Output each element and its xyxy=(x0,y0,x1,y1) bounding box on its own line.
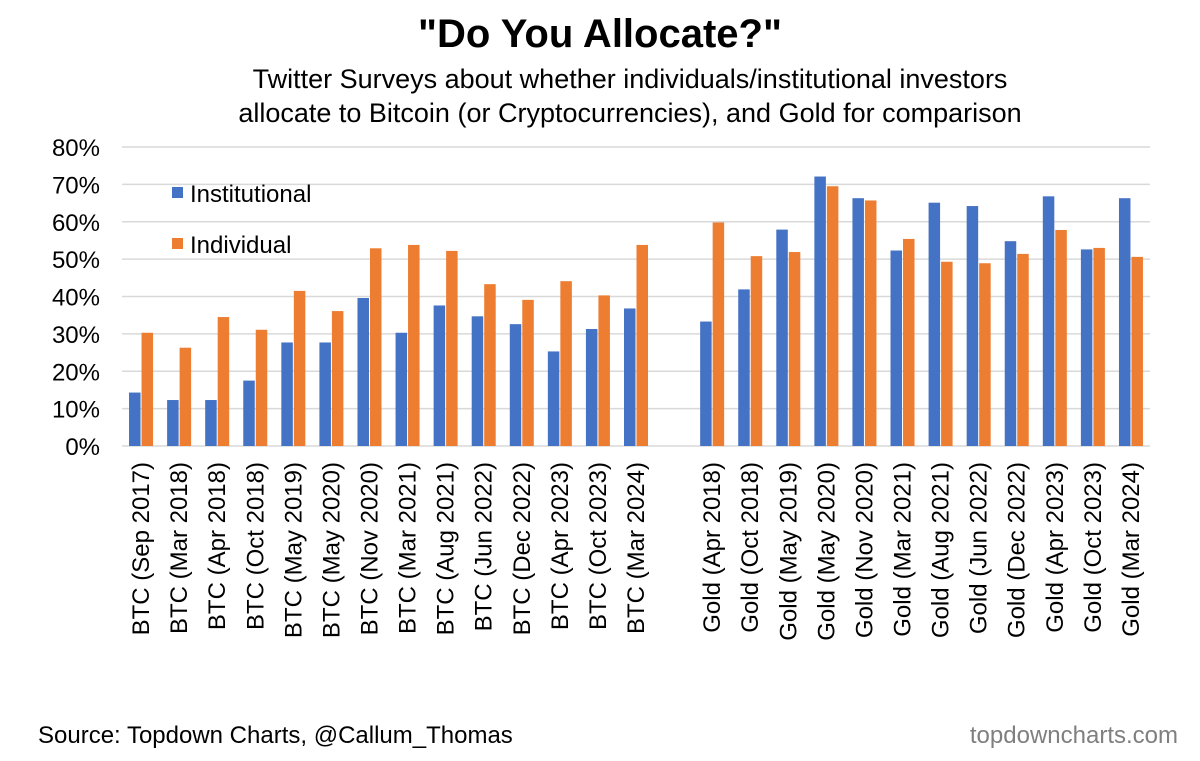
x-tick-label: Gold (Oct 2018) xyxy=(737,462,764,633)
bar-institutional xyxy=(433,305,446,446)
bar-individual xyxy=(446,250,458,446)
x-tick-label: BTC (Sep 2017) xyxy=(128,462,155,635)
y-tick-label: 20% xyxy=(52,359,100,386)
x-tick-label: Gold (Mar 2024) xyxy=(1118,462,1145,637)
bar-individual xyxy=(636,244,648,446)
x-tick-label: Gold (Dec 2022) xyxy=(1004,462,1031,638)
bar-institutional xyxy=(471,316,484,446)
bar-institutional xyxy=(395,332,408,446)
bar-institutional xyxy=(966,206,979,446)
x-tick-label: Gold (May 2020) xyxy=(813,462,840,641)
x-tick-label: Gold (May 2019) xyxy=(775,462,802,641)
bar-individual xyxy=(1131,256,1143,446)
x-tick-label: BTC (Oct 2023) xyxy=(585,462,612,630)
bar-institutional xyxy=(319,342,331,446)
bar-individual xyxy=(293,290,306,446)
bar-institutional xyxy=(1042,196,1055,446)
x-tick-label: BTC (Mar 2024) xyxy=(623,462,650,634)
bar-individual xyxy=(217,317,230,446)
bar-individual xyxy=(1017,253,1029,446)
chart-subtitle-line-1: Twitter Surveys about whether individual… xyxy=(252,64,1008,94)
legend-swatch-individual xyxy=(172,238,183,249)
bar-institutional xyxy=(624,308,636,446)
y-tick-label: 80% xyxy=(52,135,100,162)
legend-label-individual: Individual xyxy=(190,232,291,259)
bar-individual xyxy=(598,295,610,446)
x-tick-label: Gold (Apr 2023) xyxy=(1042,462,1069,633)
bar-individual xyxy=(255,329,268,446)
y-tick-label: 30% xyxy=(52,322,100,349)
x-tick-label: BTC (Dec 2022) xyxy=(509,462,536,635)
bar-individual xyxy=(560,281,572,446)
y-tick-label: 70% xyxy=(52,172,100,199)
bar-institutional xyxy=(357,297,369,446)
x-tick-label: BTC (Mar 2021) xyxy=(395,462,422,634)
bar-individual xyxy=(408,244,420,446)
bar-institutional xyxy=(738,289,750,446)
x-tick-label: BTC (May 2019) xyxy=(280,462,307,638)
y-tick-label: 50% xyxy=(52,247,100,274)
legend-swatch-institutional xyxy=(172,187,183,198)
bar-institutional xyxy=(547,351,560,446)
bar-institutional xyxy=(928,202,941,446)
x-tick-label: BTC (May 2020) xyxy=(318,462,345,638)
y-tick-label: 40% xyxy=(52,285,100,312)
bar-institutional xyxy=(1004,241,1017,446)
x-tick-label: BTC (Mar 2018) xyxy=(166,462,193,634)
brand-watermark: topdowncharts.com xyxy=(969,722,1178,749)
bar-institutional xyxy=(890,250,903,446)
x-tick-label: Gold (Mar 2021) xyxy=(890,462,917,637)
x-tick-label: Gold (Jun 2022) xyxy=(966,462,993,634)
bar-individual xyxy=(750,256,763,446)
x-tick-label: BTC (Aug 2021) xyxy=(433,462,460,635)
bar-institutional xyxy=(509,324,522,446)
x-tick-label: BTC (Apr 2018) xyxy=(204,462,231,630)
x-tick-label: Gold (Aug 2021) xyxy=(928,462,955,638)
bar-institutional xyxy=(205,400,217,446)
x-tick-label: BTC (Jun 2022) xyxy=(471,462,498,631)
y-tick-label: 0% xyxy=(65,434,100,461)
bar-institutional xyxy=(585,329,598,446)
x-tick-label: BTC (Oct 2018) xyxy=(242,462,269,630)
bar-individual xyxy=(826,186,839,446)
bar-individual xyxy=(864,200,877,446)
bar-institutional xyxy=(814,176,826,446)
bar-individual xyxy=(979,263,991,446)
chart-title: "Do You Allocate?" xyxy=(418,12,782,56)
bar-individual xyxy=(1055,229,1067,446)
bar-individual xyxy=(141,332,154,446)
bar-institutional xyxy=(243,380,255,446)
bar-individual xyxy=(522,299,534,446)
bar-individual xyxy=(331,311,344,446)
source-note: Source: Topdown Charts, @Callum_Thomas xyxy=(38,722,513,749)
x-tick-label: BTC (Apr 2023) xyxy=(547,462,574,630)
bar-institutional xyxy=(129,392,141,446)
bar-institutional xyxy=(167,400,179,446)
bar-institutional xyxy=(700,321,712,446)
bar-individual xyxy=(484,284,496,446)
bar-institutional xyxy=(852,198,864,446)
x-tick-label: Gold (Apr 2018) xyxy=(699,462,726,633)
bar-institutional xyxy=(1080,249,1093,446)
bar-individual xyxy=(903,238,915,446)
x-tick-label: BTC (Nov 2020) xyxy=(356,462,383,635)
bar-institutional xyxy=(776,229,788,446)
bar-individual xyxy=(712,222,725,446)
legend-label-institutional: Institutional xyxy=(190,181,311,208)
y-tick-label: 60% xyxy=(52,210,100,237)
bar-individual xyxy=(941,261,953,446)
chart-subtitle-line-2: allocate to Bitcoin (or Cryptocurrencies… xyxy=(238,98,1022,128)
bar-individual xyxy=(788,252,801,446)
x-tick-label: Gold (Oct 2023) xyxy=(1080,462,1107,633)
y-tick-label: 10% xyxy=(52,397,100,424)
bar-individual xyxy=(369,248,382,446)
bar-individual xyxy=(1093,247,1105,446)
x-tick-label: Gold (Nov 2020) xyxy=(851,462,878,638)
bar-individual xyxy=(179,347,192,446)
bar-institutional xyxy=(281,342,293,446)
bar-institutional xyxy=(1118,198,1131,446)
